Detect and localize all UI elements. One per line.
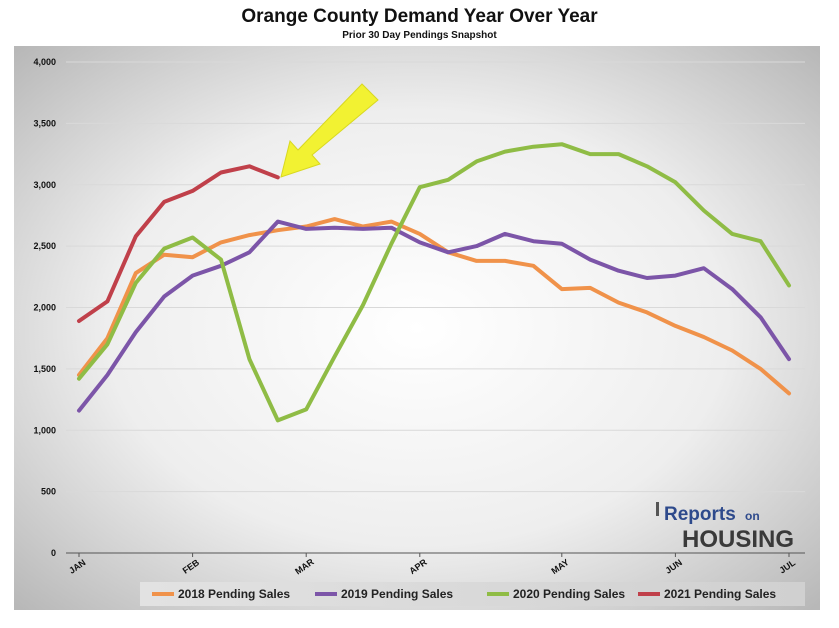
y-tick-label: 3,500 [33,118,56,128]
legend-label: 2019 Pending Sales [341,587,453,601]
series-line-3 [77,142,791,423]
y-axis: 0 500 1,000 1,500 2,000 2,500 3,000 3,500 4,000 [33,57,56,558]
series-line-4 [77,164,280,323]
reports-on-housing-logo: Reports on HOUSING [656,502,794,553]
series-line-1 [77,217,791,396]
legend-label: 2021 Pending Sales [664,587,776,601]
y-tick-label: 3,000 [33,180,56,190]
legend-box [140,582,805,606]
logo-line1: Reports [664,504,736,525]
y-tick-label: 0 [51,548,56,558]
y-tick-label: 2,500 [33,241,56,251]
arrow-annotation [280,83,379,178]
legend-label: 2018 Pending Sales [178,587,290,601]
legend: 2018 Pending Sales 2019 Pending Sales 2020… [152,587,776,601]
logo-line1-small: on [745,509,760,523]
logo-line2: HOUSING [682,526,794,553]
y-tick-label: 4,000 [33,57,56,67]
y-tick-label: 500 [41,487,56,497]
chart-subtitle: Prior 30 Day Pendings Snapshot [342,30,497,41]
series-line-2 [77,219,791,413]
chart-title: Orange County Demand Year Over Year [241,6,598,27]
y-tick-label: 1,500 [33,364,56,374]
legend-label: 2020 Pending Sales [513,587,625,601]
y-tick-label: 1,000 [33,425,56,435]
y-tick-label: 2,000 [33,303,56,313]
grid-lines [66,61,805,554]
series-group [77,142,791,423]
